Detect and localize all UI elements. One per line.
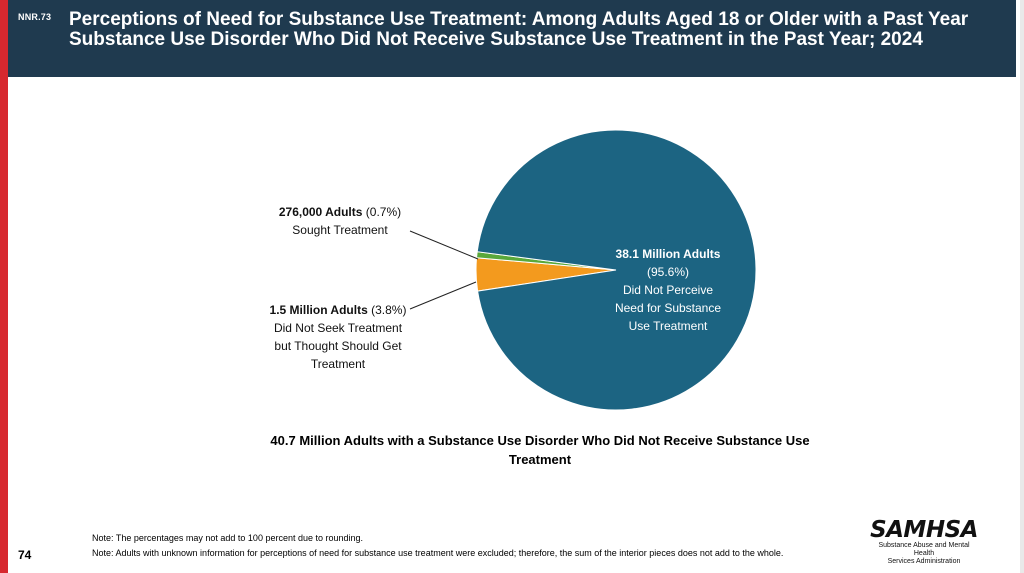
label-not-seek-percent: (3.8%) — [367, 303, 407, 317]
label-sought-desc: Sought Treatment — [292, 223, 388, 237]
label-not-perceive-count: 38.1 Million Adults — [615, 247, 721, 261]
chart-caption: 40.7 Million Adults with a Substance Use… — [270, 433, 810, 467]
left-accent-bar — [0, 0, 8, 573]
logo-subtitle-2: Services Administration — [887, 558, 961, 565]
note-rounding: Note: The percentages may not add to 100… — [92, 533, 364, 543]
label-not-seek-desc-2: but Thought Should Get — [274, 339, 402, 353]
label-sought-treatment: 276,000 Adults (0.7%) Sought Treatment — [250, 203, 430, 239]
label-not-seek-count: 1.5 Million Adults — [269, 303, 368, 317]
label-sought-count: 276,000 Adults — [278, 205, 363, 219]
right-edge — [1020, 0, 1024, 573]
slide-title: Perceptions of Need for Substance Use Tr… — [69, 9, 969, 50]
label-not-perceive-desc-2: Need for Substance — [614, 301, 722, 315]
note-exclusion: Note: Adults with unknown information fo… — [92, 548, 784, 558]
leader-line-sought — [409, 230, 479, 260]
logo-wordmark: SAMHSA — [870, 517, 978, 543]
label-did-not-perceive: 38.1 Million Adults (95.6%) Did Not Perc… — [596, 245, 740, 335]
leader-line-not-seek — [409, 281, 477, 310]
logo-subtitle-1: Substance Abuse and Mental Health — [878, 542, 970, 557]
label-not-perceive-percent: (95.6%) — [646, 265, 690, 279]
notes: Note: The percentages may not add to 100… — [92, 531, 783, 561]
slice-did-not-perceive — [476, 129, 757, 411]
label-not-perceive-desc-3: Use Treatment — [628, 319, 708, 333]
label-not-seek-desc-3: Treatment — [310, 357, 366, 371]
page-number: 74 — [18, 548, 32, 562]
label-not-perceive-desc-1: Did Not Perceive — [622, 283, 714, 297]
header-bar: NNR.73 Perceptions of Need for Substance… — [8, 0, 1016, 77]
samhsa-logo: SAMHSA Substance Abuse and Mental Health… — [869, 518, 979, 566]
slide-id: NNR.73 — [18, 12, 52, 22]
label-not-seek-desc-1: Did Not Seek Treatment — [273, 321, 403, 335]
label-sought-percent: (0.7%) — [362, 205, 402, 219]
label-did-not-seek: 1.5 Million Adults (3.8%) Did Not Seek T… — [248, 301, 428, 373]
